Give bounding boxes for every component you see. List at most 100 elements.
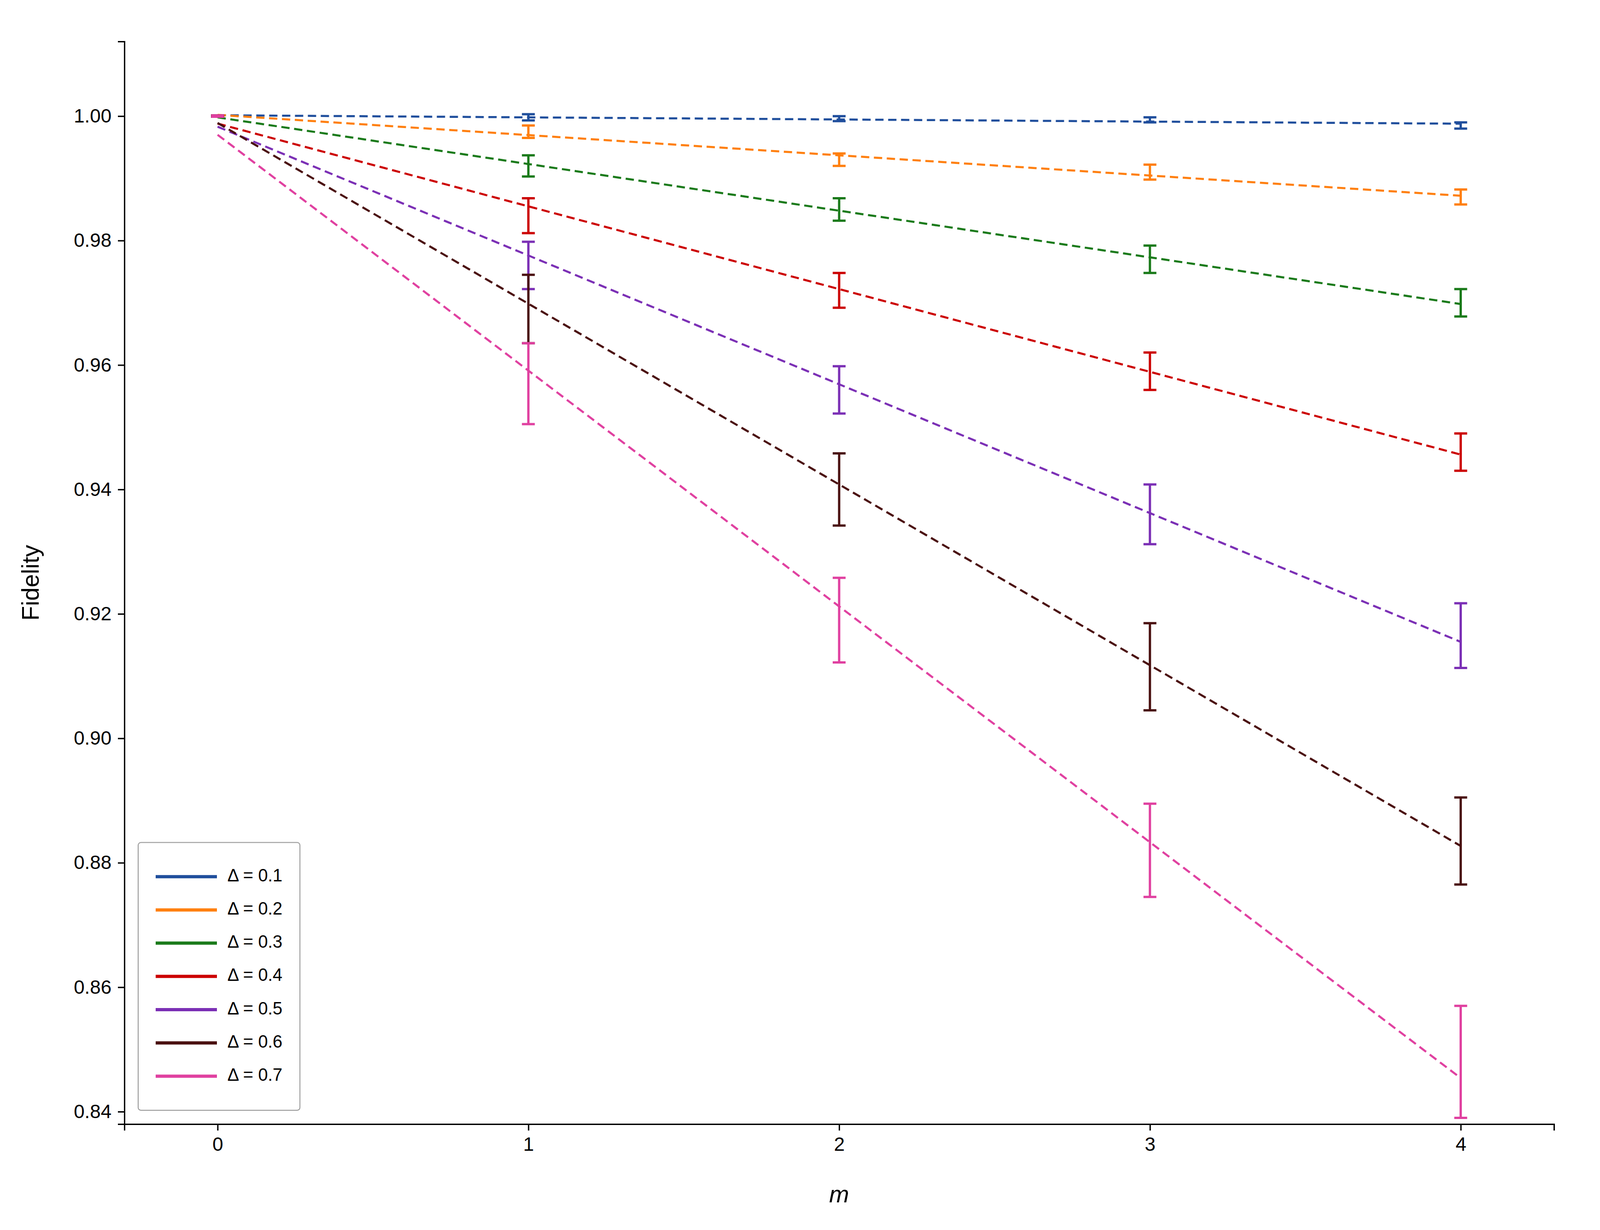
- legend-box: [138, 842, 300, 1111]
- error-bar: [210, 115, 224, 117]
- error-bar: [832, 366, 846, 414]
- legend-label: Δ = 0.4: [227, 965, 283, 985]
- tick-label: 0.96: [73, 354, 112, 376]
- tick-mark: [117, 862, 125, 865]
- tick-mark: [117, 613, 125, 615]
- tick-mark: [1149, 1124, 1151, 1131]
- error-bar: [1143, 352, 1157, 391]
- error-bar: [1143, 484, 1157, 545]
- error-bar: [521, 125, 535, 138]
- tick-mark: [838, 1124, 841, 1131]
- tick-label: 4: [1455, 1133, 1466, 1156]
- tick: 0.94: [73, 478, 125, 501]
- tick: 0.98: [73, 229, 125, 252]
- error-bar: [521, 114, 535, 121]
- tick-mark: [117, 1111, 125, 1113]
- error-bar: [1454, 603, 1468, 669]
- tick-label: 2: [834, 1133, 845, 1156]
- error-bar: [210, 115, 224, 117]
- legend-label: Δ = 0.5: [227, 998, 283, 1019]
- series: [210, 115, 1467, 885]
- error-bar: [521, 155, 535, 177]
- tick: 0.86: [73, 976, 125, 999]
- tick-label: 0.98: [73, 229, 112, 252]
- error-bar: [1454, 1005, 1468, 1118]
- legend-swatch: [155, 1008, 217, 1012]
- series: [210, 115, 1467, 472]
- tick: 0.96: [73, 354, 125, 376]
- error-bar: [1143, 803, 1157, 898]
- series: [210, 115, 1467, 317]
- error-bar: [210, 115, 224, 117]
- tick-label: 0.88: [73, 851, 112, 874]
- error-bar: [1454, 189, 1468, 205]
- tick: 1: [523, 1124, 534, 1156]
- legend-swatch: [155, 908, 217, 912]
- legend-swatch: [155, 1074, 217, 1078]
- error-bar: [832, 453, 846, 526]
- fit-line: [217, 115, 1461, 124]
- tick-label: 0.84: [73, 1100, 112, 1123]
- error-bar: [1143, 117, 1157, 123]
- tick: 3: [1144, 1124, 1156, 1156]
- error-bar: [1454, 433, 1468, 471]
- legend: Δ = 0.1Δ = 0.2Δ = 0.3Δ = 0.4Δ = 0.5Δ = 0…: [138, 842, 300, 1111]
- error-bar: [210, 115, 224, 117]
- tick: 0.92: [73, 602, 125, 625]
- error-bar: [1454, 122, 1468, 129]
- tick-mark: [117, 737, 125, 740]
- error-bar: [832, 116, 846, 122]
- tick-mark: [216, 1124, 219, 1131]
- error-bar: [832, 198, 846, 221]
- series: [210, 114, 1467, 205]
- legend-swatch: [155, 941, 217, 946]
- error-bar: [832, 273, 846, 309]
- x-axis: 0 1 2 3 4: [124, 1124, 1555, 1156]
- error-bar: [521, 198, 535, 234]
- tick-label: 0.90: [73, 727, 112, 749]
- fit-line: [217, 123, 1461, 455]
- error-bar: [1143, 164, 1157, 180]
- error-bar: [832, 578, 846, 663]
- tick: 0.90: [73, 727, 125, 749]
- tick-mark: [527, 1124, 530, 1131]
- axis-line: [117, 41, 125, 1125]
- fit-line: [217, 126, 1461, 643]
- tick: 1.00: [73, 105, 125, 127]
- legend-swatch: [155, 875, 217, 879]
- error-bar: [210, 115, 224, 117]
- tick-label: 0.86: [73, 976, 112, 999]
- series: [210, 115, 1467, 1119]
- y-axis-title: Fidelity: [17, 544, 44, 621]
- tick-label: 1.00: [73, 105, 112, 127]
- error-bar: [1143, 245, 1157, 273]
- tick-label: 0.92: [73, 602, 112, 625]
- series: [210, 115, 1467, 669]
- legend-swatch: [155, 975, 217, 979]
- tick-mark: [1460, 1124, 1462, 1131]
- error-bar: [832, 153, 846, 166]
- tick-label: 1: [523, 1133, 534, 1156]
- fit-line: [217, 134, 1461, 1079]
- error-bar: [1454, 289, 1468, 317]
- tick-label: 0.94: [73, 478, 112, 501]
- legend-label: Δ = 0.3: [227, 932, 283, 952]
- fit-line: [217, 122, 1461, 847]
- x-axis-title: m: [829, 1180, 849, 1208]
- error-bar: [521, 343, 535, 425]
- error-bar: [1454, 797, 1468, 885]
- axis-line: [124, 1124, 1555, 1132]
- plot-area: [210, 114, 1467, 1118]
- tick: 2: [834, 1124, 845, 1156]
- legend-label: Δ = 0.7: [227, 1065, 283, 1085]
- tick-mark: [117, 239, 125, 242]
- tick-label: 3: [1144, 1133, 1156, 1156]
- tick: 0.88: [73, 851, 125, 874]
- legend-swatch: [155, 1041, 217, 1045]
- tick-mark: [117, 364, 125, 367]
- error-bar: [210, 115, 224, 117]
- tick-label: 0: [212, 1133, 223, 1156]
- tick-mark: [117, 986, 125, 989]
- tick: 4: [1455, 1124, 1466, 1156]
- tick-mark: [117, 489, 125, 491]
